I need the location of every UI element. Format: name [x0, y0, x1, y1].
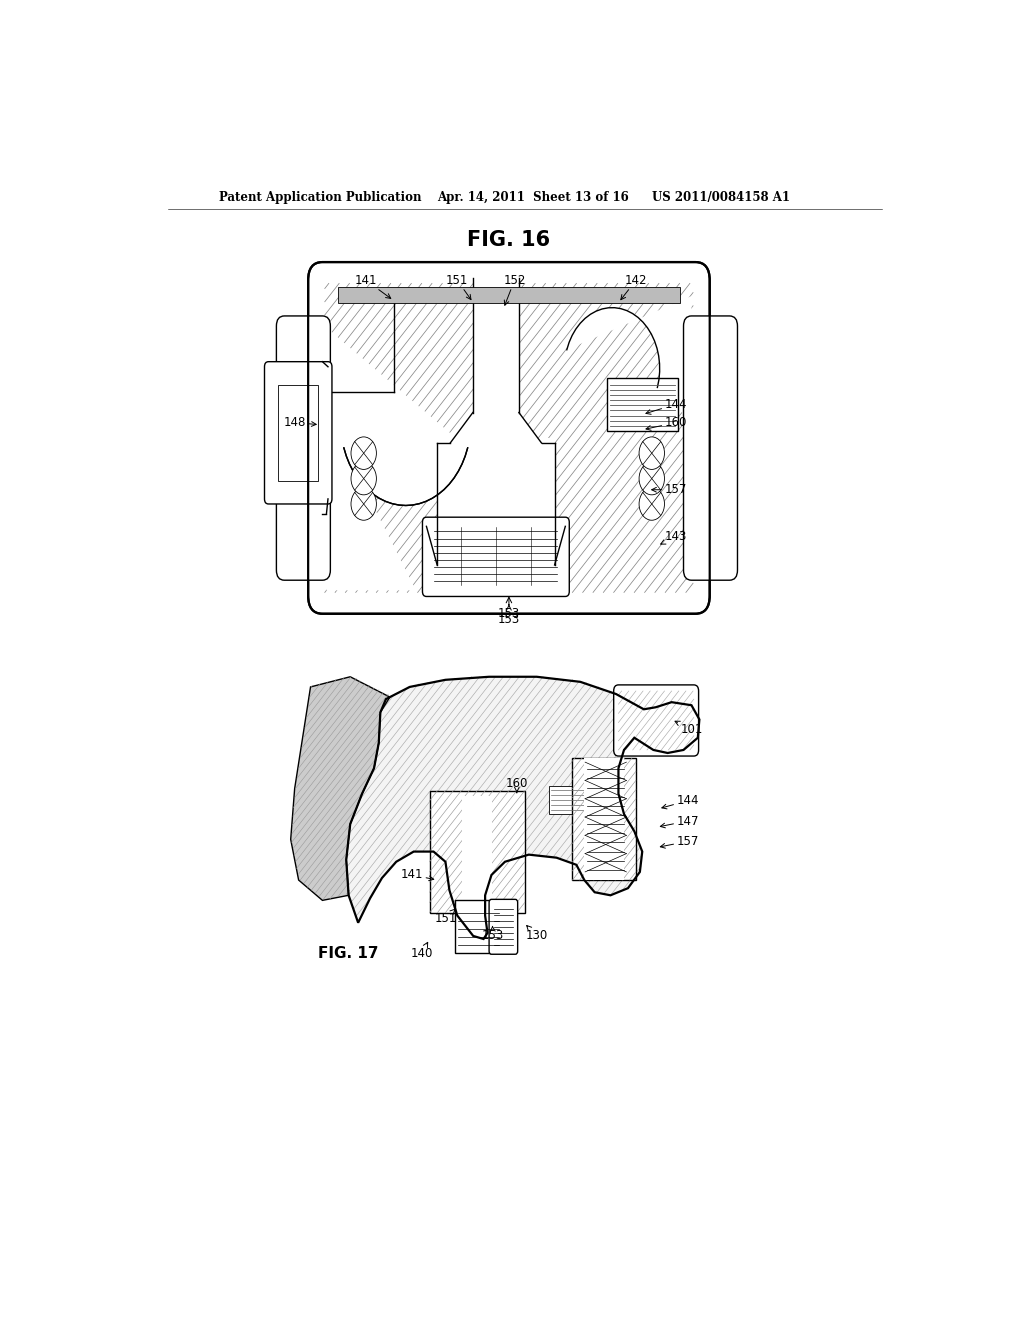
- Text: 141: 141: [355, 273, 391, 298]
- Bar: [437, 438, 555, 576]
- Polygon shape: [291, 677, 390, 900]
- Circle shape: [351, 462, 377, 495]
- Text: 130: 130: [525, 925, 548, 942]
- Text: 152: 152: [503, 273, 525, 305]
- Bar: [278, 385, 318, 480]
- Bar: [462, 796, 493, 907]
- Text: 140: 140: [411, 942, 433, 960]
- Text: 101: 101: [675, 721, 702, 737]
- FancyBboxPatch shape: [308, 263, 710, 614]
- FancyBboxPatch shape: [684, 315, 737, 581]
- Polygon shape: [567, 296, 691, 422]
- Text: 148: 148: [284, 416, 316, 429]
- Circle shape: [351, 437, 377, 470]
- Bar: [572, 758, 636, 880]
- Text: 160: 160: [506, 777, 528, 793]
- Bar: [426, 517, 565, 595]
- FancyBboxPatch shape: [423, 517, 569, 597]
- Text: 157: 157: [651, 483, 687, 496]
- Text: 147: 147: [660, 814, 698, 828]
- Text: FIG. 16: FIG. 16: [467, 230, 551, 249]
- Circle shape: [639, 462, 665, 495]
- Text: 160: 160: [646, 416, 687, 430]
- Text: 151: 151: [446, 273, 471, 300]
- FancyBboxPatch shape: [264, 362, 332, 504]
- Text: US 2011/0084158 A1: US 2011/0084158 A1: [652, 190, 790, 203]
- Text: 144: 144: [646, 397, 687, 414]
- Bar: [585, 758, 624, 880]
- Text: Patent Application Publication: Patent Application Publication: [219, 190, 422, 203]
- Polygon shape: [451, 413, 542, 444]
- Circle shape: [639, 487, 665, 520]
- Text: FIG. 17: FIG. 17: [318, 945, 379, 961]
- Text: 144: 144: [662, 795, 698, 809]
- FancyBboxPatch shape: [276, 315, 331, 581]
- Bar: [430, 791, 525, 912]
- Circle shape: [351, 487, 377, 520]
- Text: 153: 153: [498, 612, 520, 626]
- Bar: [455, 900, 503, 953]
- Text: 157: 157: [660, 836, 698, 849]
- Text: 142: 142: [621, 273, 647, 300]
- Polygon shape: [327, 327, 468, 590]
- Bar: [473, 280, 519, 413]
- Polygon shape: [346, 677, 699, 939]
- Bar: [268, 367, 328, 499]
- FancyBboxPatch shape: [489, 899, 518, 954]
- Text: 153: 153: [498, 605, 520, 620]
- Bar: [549, 785, 596, 814]
- Text: 151: 151: [434, 909, 457, 925]
- FancyBboxPatch shape: [613, 685, 698, 756]
- Bar: [338, 288, 680, 302]
- Bar: [606, 378, 678, 430]
- Text: 141: 141: [400, 869, 434, 882]
- Text: 143: 143: [660, 531, 687, 544]
- Text: 153: 153: [482, 927, 504, 942]
- Circle shape: [639, 437, 665, 470]
- Text: Apr. 14, 2011  Sheet 13 of 16: Apr. 14, 2011 Sheet 13 of 16: [437, 190, 630, 203]
